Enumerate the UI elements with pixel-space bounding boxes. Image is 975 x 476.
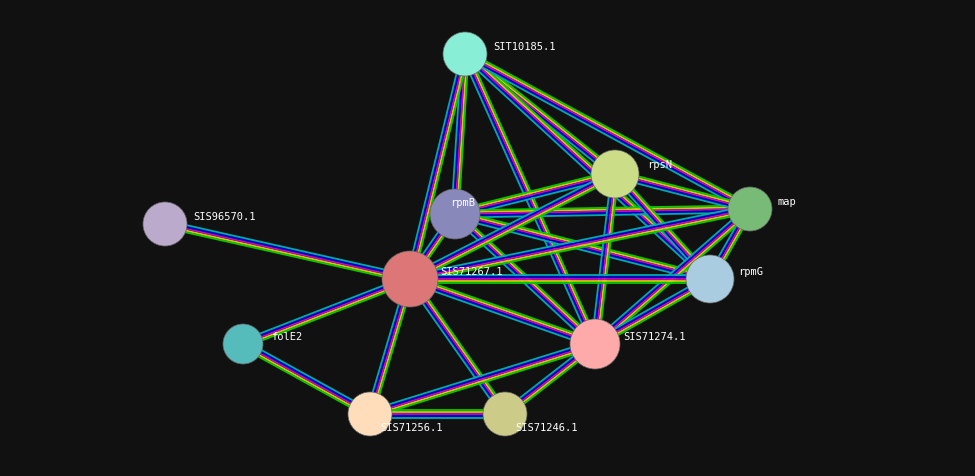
Circle shape	[591, 151, 639, 198]
Circle shape	[570, 319, 620, 369]
Text: SIS71274.1: SIS71274.1	[623, 331, 685, 341]
Text: rpmG: rpmG	[738, 267, 763, 277]
Circle shape	[483, 392, 527, 436]
Circle shape	[223, 324, 263, 364]
Text: folE2: folE2	[271, 331, 302, 341]
Circle shape	[686, 256, 734, 303]
Circle shape	[382, 251, 438, 307]
Circle shape	[143, 203, 187, 247]
Text: SIS71267.1: SIS71267.1	[440, 267, 502, 277]
Circle shape	[443, 33, 487, 77]
Circle shape	[348, 392, 392, 436]
Text: SIS71256.1: SIS71256.1	[380, 422, 443, 432]
Circle shape	[430, 189, 480, 239]
Text: SIT10185.1: SIT10185.1	[493, 42, 556, 52]
Text: SIS96570.1: SIS96570.1	[193, 211, 255, 221]
Text: rpsN: rpsN	[647, 159, 672, 169]
Text: rpmB: rpmB	[450, 198, 475, 208]
Text: SIS71246.1: SIS71246.1	[515, 422, 577, 432]
Circle shape	[728, 188, 772, 231]
Text: map: map	[778, 197, 797, 207]
